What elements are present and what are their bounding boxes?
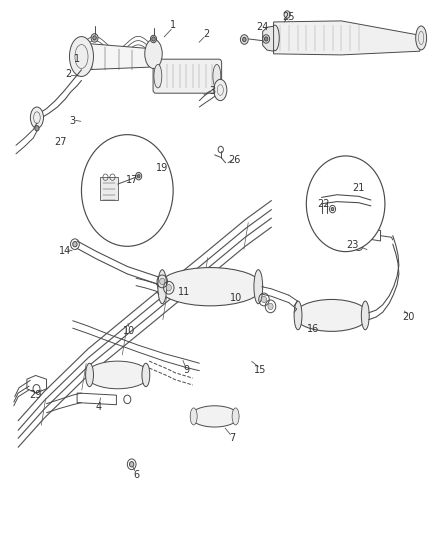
Ellipse shape <box>361 301 369 330</box>
Text: 6: 6 <box>133 470 139 480</box>
Text: 2: 2 <box>203 29 209 39</box>
Circle shape <box>331 207 334 211</box>
Ellipse shape <box>254 270 263 304</box>
Circle shape <box>284 11 290 18</box>
Ellipse shape <box>232 408 239 425</box>
Ellipse shape <box>294 301 302 330</box>
Circle shape <box>243 37 246 42</box>
Text: 1: 1 <box>170 20 176 30</box>
Text: 2: 2 <box>65 69 71 79</box>
Ellipse shape <box>70 37 93 76</box>
Circle shape <box>91 34 98 42</box>
Text: 22: 22 <box>318 199 330 209</box>
Text: 3: 3 <box>70 116 76 126</box>
Circle shape <box>81 135 173 246</box>
Text: 10: 10 <box>124 326 136 336</box>
Circle shape <box>240 35 248 44</box>
Circle shape <box>73 241 77 247</box>
Ellipse shape <box>154 64 162 88</box>
Text: 15: 15 <box>254 365 267 375</box>
Circle shape <box>265 37 268 41</box>
Circle shape <box>136 172 142 180</box>
Text: 17: 17 <box>126 175 138 185</box>
Ellipse shape <box>213 64 221 88</box>
Ellipse shape <box>191 406 239 427</box>
Ellipse shape <box>30 107 43 128</box>
Circle shape <box>35 126 39 131</box>
Text: 9: 9 <box>183 365 189 375</box>
Text: 19: 19 <box>156 163 168 173</box>
Polygon shape <box>263 26 274 51</box>
Circle shape <box>138 174 140 177</box>
Text: 29: 29 <box>29 390 42 400</box>
Ellipse shape <box>86 361 149 389</box>
Text: 10: 10 <box>230 293 243 303</box>
Circle shape <box>159 278 165 285</box>
Ellipse shape <box>142 364 150 386</box>
Circle shape <box>150 35 156 43</box>
Circle shape <box>261 296 267 303</box>
Circle shape <box>166 285 171 291</box>
Text: 14: 14 <box>59 246 71 255</box>
Circle shape <box>306 156 385 252</box>
Text: 16: 16 <box>307 324 319 334</box>
Text: 26: 26 <box>228 155 240 165</box>
Polygon shape <box>84 43 149 70</box>
Circle shape <box>357 233 361 238</box>
Ellipse shape <box>145 39 162 68</box>
Ellipse shape <box>214 79 227 101</box>
Circle shape <box>152 37 155 41</box>
Ellipse shape <box>158 270 166 304</box>
Text: 23: 23 <box>346 240 358 250</box>
Text: 7: 7 <box>229 433 235 443</box>
Ellipse shape <box>416 26 427 50</box>
Text: 21: 21 <box>353 183 365 193</box>
Ellipse shape <box>158 268 263 306</box>
Text: 20: 20 <box>403 312 415 322</box>
Text: 4: 4 <box>96 402 102 413</box>
Text: 25: 25 <box>283 12 295 22</box>
Text: 3: 3 <box>209 86 215 96</box>
Circle shape <box>93 36 96 40</box>
Text: 24: 24 <box>257 22 269 33</box>
Circle shape <box>268 303 273 310</box>
Ellipse shape <box>271 25 279 51</box>
Ellipse shape <box>190 408 197 425</box>
Circle shape <box>130 462 134 467</box>
Text: 27: 27 <box>54 136 67 147</box>
Polygon shape <box>274 21 420 55</box>
Text: 11: 11 <box>178 287 190 297</box>
Text: 1: 1 <box>74 54 80 64</box>
Ellipse shape <box>294 300 369 332</box>
Ellipse shape <box>85 364 93 386</box>
Polygon shape <box>100 177 118 200</box>
FancyBboxPatch shape <box>153 59 222 93</box>
